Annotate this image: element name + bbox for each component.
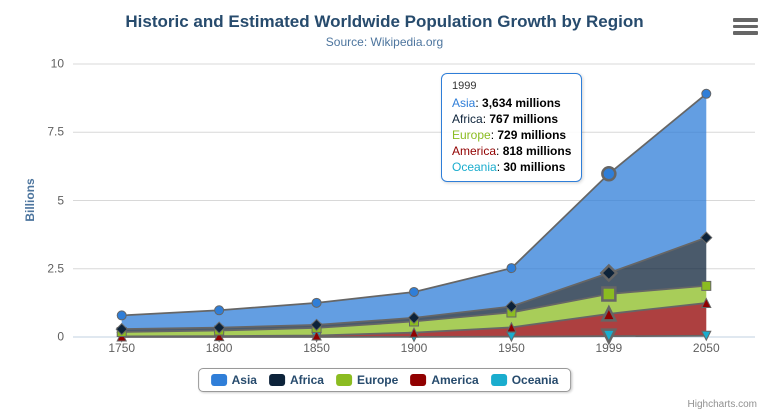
tooltip-row-europe: Europe: 729 millions	[452, 128, 567, 142]
marker-africa-1800[interactable]	[212, 321, 226, 334]
credits-link[interactable]: Highcharts.com	[687, 399, 757, 410]
marker-africa-1750[interactable]	[115, 322, 128, 336]
marker-europe-1999[interactable]	[601, 286, 617, 302]
marker-africa-1950[interactable]	[505, 300, 518, 313]
x-axis-label-1950: 1950	[498, 341, 525, 355]
tooltip-rows: Asia: 3,634 millions Africa: 767 millions…	[452, 95, 571, 175]
marker-europe-2050[interactable]	[701, 280, 712, 291]
marker-america-1900[interactable]	[408, 326, 420, 338]
legend-label: America	[431, 373, 479, 387]
marker-asia-2050[interactable]	[701, 88, 712, 99]
legend-swatch-asia	[210, 374, 227, 386]
legend: Asia Africa Europe America Oceania	[197, 368, 572, 392]
marker-oceania-2050[interactable]	[700, 330, 712, 342]
chart-title: Historic and Estimated Worldwide Populat…	[125, 12, 644, 31]
legend-swatch-oceania	[490, 374, 507, 386]
y-axis-label-7.5: 7.5	[47, 124, 64, 139]
legend-label: Africa	[289, 373, 324, 387]
marker-africa-2050[interactable]	[700, 231, 713, 244]
marker-africa-1850[interactable]	[310, 318, 323, 332]
y-axis-label-5: 5	[57, 192, 64, 207]
legend-item-asia[interactable]: Asia	[210, 373, 257, 387]
marker-asia-1999[interactable]	[601, 166, 617, 182]
tooltip-row-asia: Asia: 3,634 millions	[452, 96, 561, 110]
legend-swatch-europe	[335, 374, 352, 386]
tooltip-series-value: 729 millions	[497, 128, 567, 142]
y-axis-label-0: 0	[57, 329, 64, 344]
x-axis-label-1900: 1900	[400, 341, 428, 355]
hamburger-menu-icon	[733, 18, 758, 22]
tooltip-series-label: Oceania	[452, 160, 497, 174]
marker-asia-1800[interactable]	[214, 305, 225, 316]
marker-america-1850[interactable]	[311, 329, 322, 341]
legend-label: Europe	[356, 373, 399, 387]
tooltip-series-label: Asia	[452, 96, 476, 110]
tooltip-series-value: 30 millions	[503, 160, 566, 174]
tooltip-row-america: America: 818 millions	[452, 144, 572, 158]
x-axis-label-1750: 1750	[108, 341, 136, 355]
x-axis-label-2050: 2050	[692, 341, 720, 355]
tooltip-row-oceania: Oceania: 30 millions	[452, 160, 566, 174]
legend-item-oceania[interactable]: Oceania	[490, 373, 559, 387]
tooltip-series-label: America	[452, 144, 497, 158]
marker-america-1800[interactable]	[213, 330, 225, 342]
marker-africa-1900[interactable]	[407, 311, 421, 325]
tooltip-series-value: 818 millions	[502, 144, 572, 158]
x-axis-label-1850: 1850	[303, 341, 330, 355]
hamburger-menu-icon	[733, 24, 758, 29]
marker-africa-1999[interactable]	[599, 263, 619, 283]
hamburger-menu-icon	[733, 31, 758, 35]
marker-asia-1750[interactable]	[116, 310, 127, 321]
legend-item-america[interactable]: America	[410, 373, 479, 387]
tooltip-series-value: 767 millions	[489, 112, 559, 126]
marker-america-1999[interactable]	[600, 304, 618, 322]
area-america	[121, 302, 707, 337]
legend-item-europe[interactable]: Europe	[335, 373, 399, 387]
x-axis-label-1800: 1800	[205, 341, 233, 355]
marker-america-1950[interactable]	[506, 321, 517, 333]
legend-item-africa[interactable]: Africa	[268, 373, 324, 387]
chart-subtitle: Source: Wikipedia.org	[325, 35, 444, 49]
legend-label: Asia	[231, 373, 257, 387]
marker-asia-1950[interactable]	[506, 263, 517, 274]
area-asia	[121, 93, 707, 330]
marker-asia-1900[interactable]	[409, 286, 419, 297]
legend-swatch-america	[410, 374, 427, 386]
y-axis-label-10: 10	[50, 56, 64, 71]
legend-swatch-africa	[268, 374, 285, 386]
x-axis-label-1999: 1999	[595, 341, 623, 355]
export-menu-button[interactable]	[733, 16, 758, 37]
tooltip-header: 1999	[452, 80, 477, 92]
tooltip: 1999 Asia: 3,634 millions Africa: 767 mil…	[441, 73, 583, 182]
area-africa	[121, 237, 707, 333]
tooltip-series-label: Europe	[452, 128, 491, 142]
marker-asia-1850[interactable]	[311, 297, 322, 308]
tooltip-row-africa: Africa: 767 millions	[452, 112, 559, 126]
legend-label: Oceania	[511, 373, 559, 387]
tooltip-series-value: 3,634 millions	[482, 96, 561, 110]
y-axis-label-2.5: 2.5	[47, 261, 64, 276]
marker-oceania-1999[interactable]	[600, 328, 618, 346]
marker-america-2050[interactable]	[700, 297, 712, 308]
tooltip-series-label: Africa	[452, 112, 483, 126]
